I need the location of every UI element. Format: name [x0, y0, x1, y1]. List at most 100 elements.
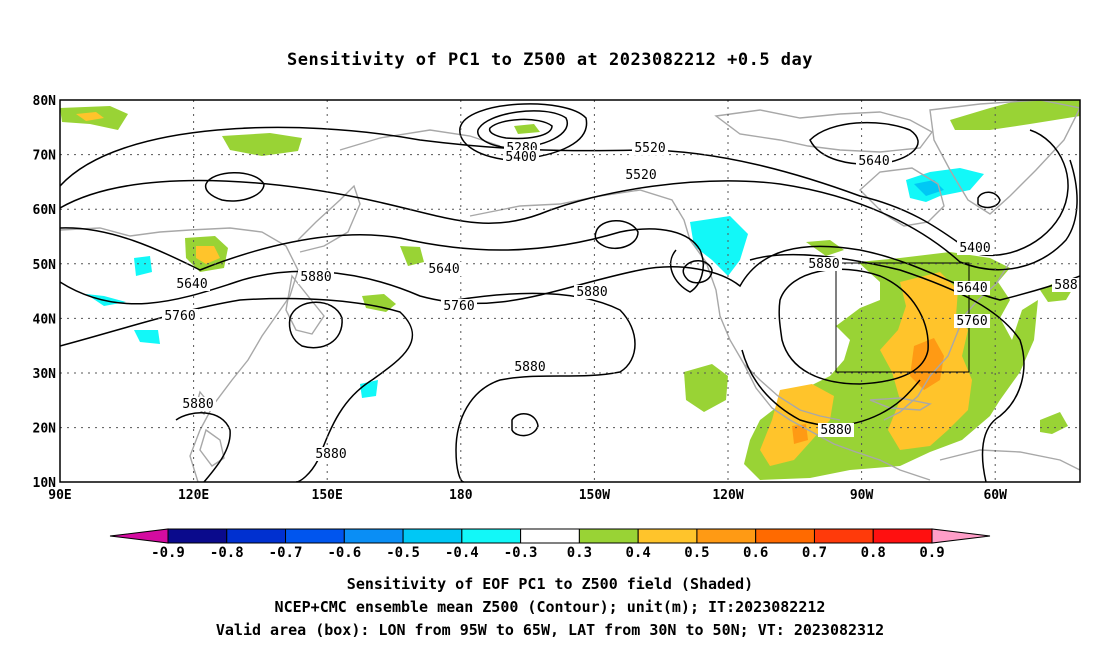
- contour-label-group: 5280540055205640540055205640564056405760…: [162, 141, 1080, 462]
- shade-positive: [400, 246, 424, 266]
- colorbar-tick-label: -0.3: [504, 545, 538, 561]
- colorbar-segment: [520, 528, 580, 544]
- shade-positive: [1040, 412, 1068, 434]
- longitude-axis: 90E 120E 150E 180 150W 120W 90W 60W: [48, 488, 1007, 503]
- lon-tick-label: 90E: [48, 488, 71, 503]
- colorbar-segment: [167, 528, 228, 544]
- contour-label: 5760: [164, 309, 195, 324]
- colorbar-tick-label: 0.9: [919, 545, 944, 561]
- colorbar-segment: [461, 528, 522, 544]
- contour-label-bg: [313, 447, 349, 461]
- contour-5280-inner: [488, 118, 553, 140]
- coastline-alaska: [469, 189, 691, 241]
- contour-label: 5520: [634, 141, 665, 156]
- colorbar-segment: [696, 528, 757, 544]
- colorbar-segment: [578, 528, 639, 544]
- contour-label: 5640: [858, 154, 889, 169]
- shade-negative: [914, 180, 944, 196]
- colorbar-tick-label: 0.3: [567, 545, 592, 561]
- shade-high: [196, 246, 220, 264]
- contour-5640: [60, 159, 1078, 271]
- coastline-mexico: [743, 363, 841, 421]
- contour-label: 5880: [315, 447, 346, 462]
- colorbar: [109, 528, 991, 544]
- lon-tick-label: 150E: [312, 488, 343, 503]
- coastline-south-america: [939, 449, 1080, 471]
- contour-label-bg: [806, 257, 842, 271]
- contour-label-bg: [441, 299, 477, 313]
- contour-5880-high: [778, 268, 929, 385]
- lat-tick-label: 70N: [33, 149, 57, 164]
- colorbar-segment: [343, 528, 404, 544]
- shade-negative: [690, 216, 748, 276]
- lat-tick-label: 10N: [33, 476, 57, 491]
- colorbar-tick-label: 0.6: [743, 545, 768, 561]
- shade-negative: [134, 256, 152, 276]
- sensitivity-shading: [60, 100, 1080, 480]
- contour-label: 5880: [300, 270, 331, 285]
- shade-positive: [806, 240, 844, 256]
- contour-label-bg: [1052, 278, 1080, 292]
- contour-5520: [60, 126, 1069, 257]
- shade-high: [760, 384, 834, 466]
- contour-5640-ring-greenland: [977, 191, 1001, 209]
- contour-5400-east: [809, 121, 919, 166]
- colorbar-segment: [637, 528, 698, 544]
- contour-label: 5640: [956, 281, 987, 296]
- contour-label: 5640: [176, 277, 207, 292]
- contour-5640-ring-pacific: [204, 172, 265, 202]
- contour-5880-ring2: [511, 413, 539, 437]
- colorbar-segment: [755, 528, 815, 544]
- lon-tick-label: 90W: [850, 488, 874, 503]
- plot-frame: [59, 99, 1081, 483]
- shade-high: [792, 424, 808, 444]
- contour-5280: [477, 110, 569, 149]
- coastline-arctic-islands: [714, 109, 934, 153]
- contour-label: 5640: [428, 262, 459, 277]
- colorbar-segment: [402, 528, 463, 544]
- contour-label-bg: [426, 262, 462, 276]
- contour-5880-ring: [288, 301, 343, 349]
- colorbar-tick-label: -0.7: [269, 545, 303, 561]
- colorbar-tick-label: 0.8: [861, 545, 886, 561]
- caption-shading: Sensitivity of EOF PC1 to Z500 field (Sh…: [346, 575, 754, 593]
- contour-label: 5760: [956, 314, 987, 329]
- lat-tick-label: 50N: [33, 258, 57, 273]
- contour-label-bg: [298, 270, 334, 284]
- lat-tick-label: 40N: [33, 312, 57, 327]
- lon-tick-label: 180: [449, 488, 473, 503]
- contour-label-bg: [162, 309, 198, 323]
- colorbar-tick-label: 0.5: [684, 545, 709, 561]
- colorbar-tick-label: 0.4: [626, 545, 651, 561]
- colorbar-labels: -0.9 -0.8 -0.7 -0.6 -0.5 -0.4 -0.3 0.3 0.4 0.5 0.6…: [151, 545, 945, 561]
- contour-label-bg: [623, 168, 659, 182]
- lon-tick-label: 60W: [983, 488, 1007, 503]
- shade-positive: [362, 294, 396, 312]
- coastline-hudson: [858, 167, 945, 227]
- colorbar-segment: [285, 528, 345, 544]
- shade-positive: [514, 124, 540, 134]
- coastline-siberia: [339, 129, 501, 151]
- shade-positive: [684, 364, 728, 412]
- contour-label-bg: [856, 154, 892, 168]
- contour-label: 5880: [808, 257, 839, 272]
- shade-high: [910, 338, 944, 390]
- contour-5880-south-asia: [175, 412, 231, 482]
- coastline-japan: [285, 274, 325, 335]
- contour-label-bg: [957, 241, 993, 255]
- colorbar-tick-label: 0.7: [802, 545, 827, 561]
- coastline-kamchatka: [297, 184, 361, 253]
- contour-label: 5880: [576, 285, 607, 300]
- contour-label-bg: [574, 285, 610, 299]
- caption-contour: NCEP+CMC ensemble mean Z500 (Contour); u…: [274, 598, 826, 616]
- shade-high: [76, 112, 104, 121]
- contour-label: 5880: [514, 360, 545, 375]
- contour-label: 5880: [182, 397, 213, 412]
- contour-label: 588: [1054, 278, 1077, 293]
- colorbar-tick-label: -0.8: [210, 545, 244, 561]
- colorbar-high-arrow: [931, 528, 991, 544]
- lon-tick-label: 150W: [579, 488, 610, 503]
- contour-label-bg: [180, 397, 216, 411]
- contour-label-bg: [632, 141, 668, 155]
- shade-positive: [222, 133, 302, 156]
